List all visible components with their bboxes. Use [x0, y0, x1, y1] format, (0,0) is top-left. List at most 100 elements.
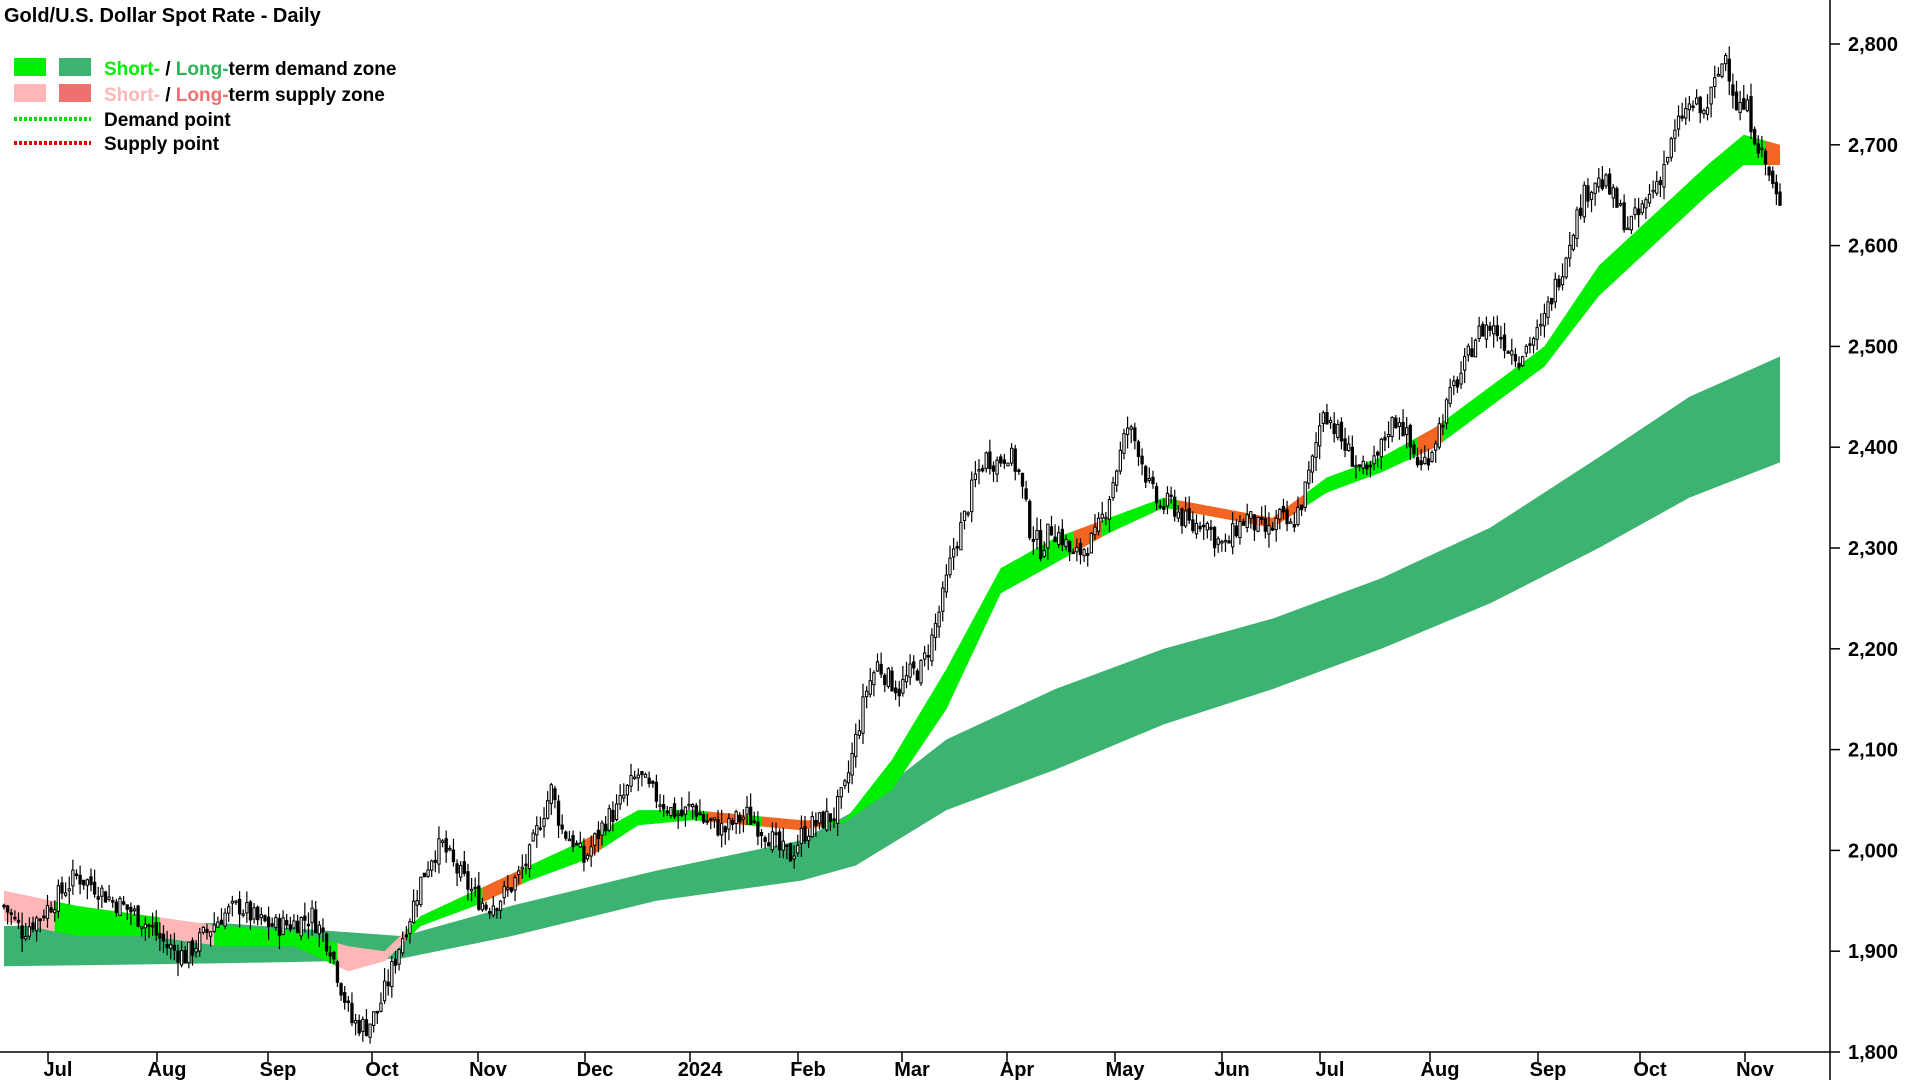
candle-body: [1321, 412, 1325, 424]
candle-body: [1067, 540, 1072, 553]
candle-body: [908, 663, 912, 678]
candle-body: [1357, 464, 1362, 467]
candle-body: [190, 940, 195, 956]
candle-body: [1459, 372, 1463, 385]
candle-body: [1299, 504, 1304, 511]
short-term-supply-zone: [1417, 421, 1443, 456]
candle-body: [774, 832, 778, 836]
candle-body: [125, 904, 129, 910]
candle-body: [607, 808, 611, 831]
candle-body: [56, 885, 61, 912]
candle-body: [1129, 426, 1133, 430]
candle-body: [781, 840, 785, 851]
candle-body: [756, 821, 760, 837]
candle-body: [1662, 164, 1666, 188]
candle-body: [1778, 191, 1782, 206]
candle-body: [459, 865, 463, 878]
candle-body: [593, 833, 597, 846]
candle-body: [1118, 449, 1123, 472]
candle-body: [415, 900, 419, 906]
candle-body: [723, 826, 727, 833]
candle-body: [82, 879, 86, 886]
candle-body: [227, 906, 231, 914]
candle-body: [466, 871, 470, 890]
candle-body: [930, 634, 934, 662]
candle-body: [208, 931, 213, 937]
candle-body: [890, 670, 894, 692]
candle-body: [799, 827, 804, 844]
candle-body: [198, 932, 202, 952]
candle-body: [60, 882, 64, 894]
candle-body: [719, 822, 724, 836]
candle-body: [71, 869, 75, 887]
candle-body: [1582, 184, 1586, 218]
candle-body: [1734, 91, 1739, 111]
candle-body: [770, 831, 775, 851]
candle-body: [792, 855, 796, 860]
candle-body: [1531, 337, 1536, 346]
legend-swatch-long-supply: [59, 84, 91, 102]
candle-body: [9, 912, 13, 915]
candle-body: [1430, 451, 1434, 462]
candle-body: [45, 905, 50, 919]
short-term-demand-zone: [522, 840, 584, 884]
candle-body: [629, 774, 633, 787]
legend: Short- / Long-term demand zone Short- / …: [14, 58, 396, 155]
candle-body: [734, 811, 738, 825]
candle-body: [828, 813, 833, 822]
candle-body: [687, 803, 691, 807]
candle-body: [1093, 526, 1097, 536]
candle-body: [1557, 278, 1561, 288]
candle-body: [553, 788, 557, 801]
candle-body: [730, 820, 735, 825]
x-axis: Jul Aug Sep Oct Nov Dec 2024 Feb Mar Apr May Jun Jul…: [44, 1052, 1775, 1080]
candle-body: [1760, 147, 1764, 151]
candle-body: [1376, 451, 1380, 456]
candle-body: [179, 950, 184, 966]
candle-body: [1060, 528, 1065, 546]
candle-body: [814, 819, 818, 826]
candle-body: [85, 879, 90, 886]
candle-body: [1307, 469, 1311, 484]
candle-body: [1100, 513, 1104, 519]
candle-body: [1738, 101, 1742, 114]
candle-body: [375, 1010, 379, 1014]
candle-body: [31, 922, 35, 930]
candle-body: [1647, 193, 1652, 204]
candle-body: [546, 800, 550, 819]
candle-body: [1448, 386, 1452, 404]
candle-body: [361, 1018, 365, 1032]
candle-body: [1151, 476, 1155, 485]
x-tick-label: Apr: [1000, 1059, 1035, 1080]
candle-body: [1593, 182, 1597, 194]
candle-body: [727, 818, 731, 830]
candle-body: [517, 870, 521, 876]
candle-body: [451, 849, 456, 863]
candle-body: [658, 804, 662, 807]
candle-body: [777, 831, 782, 851]
candle-body: [100, 887, 104, 897]
candle-body: [212, 924, 216, 932]
candle-body: [614, 803, 619, 821]
candle-body: [263, 915, 267, 922]
candle-body: [999, 456, 1003, 464]
candle-body: [1401, 421, 1405, 437]
candle-body: [1075, 546, 1079, 553]
candle-body: [1231, 523, 1235, 548]
candle-body: [843, 780, 847, 787]
legend-sep: /: [160, 59, 176, 80]
candle-body: [364, 1019, 369, 1037]
candle-body: [111, 900, 115, 903]
candle-body: [1694, 97, 1699, 105]
short-term-supply-zone: [482, 868, 523, 903]
candle-body: [1655, 181, 1659, 194]
candle-body: [1434, 443, 1438, 451]
candle-body: [63, 892, 68, 896]
candle-body: [1318, 425, 1322, 447]
candle-body: [1053, 536, 1057, 543]
short-term-demand-zone: [54, 901, 160, 938]
candle-body: [1281, 505, 1286, 513]
candle-body: [136, 905, 140, 927]
candle-body: [1539, 323, 1543, 327]
candle-body: [1325, 411, 1329, 425]
